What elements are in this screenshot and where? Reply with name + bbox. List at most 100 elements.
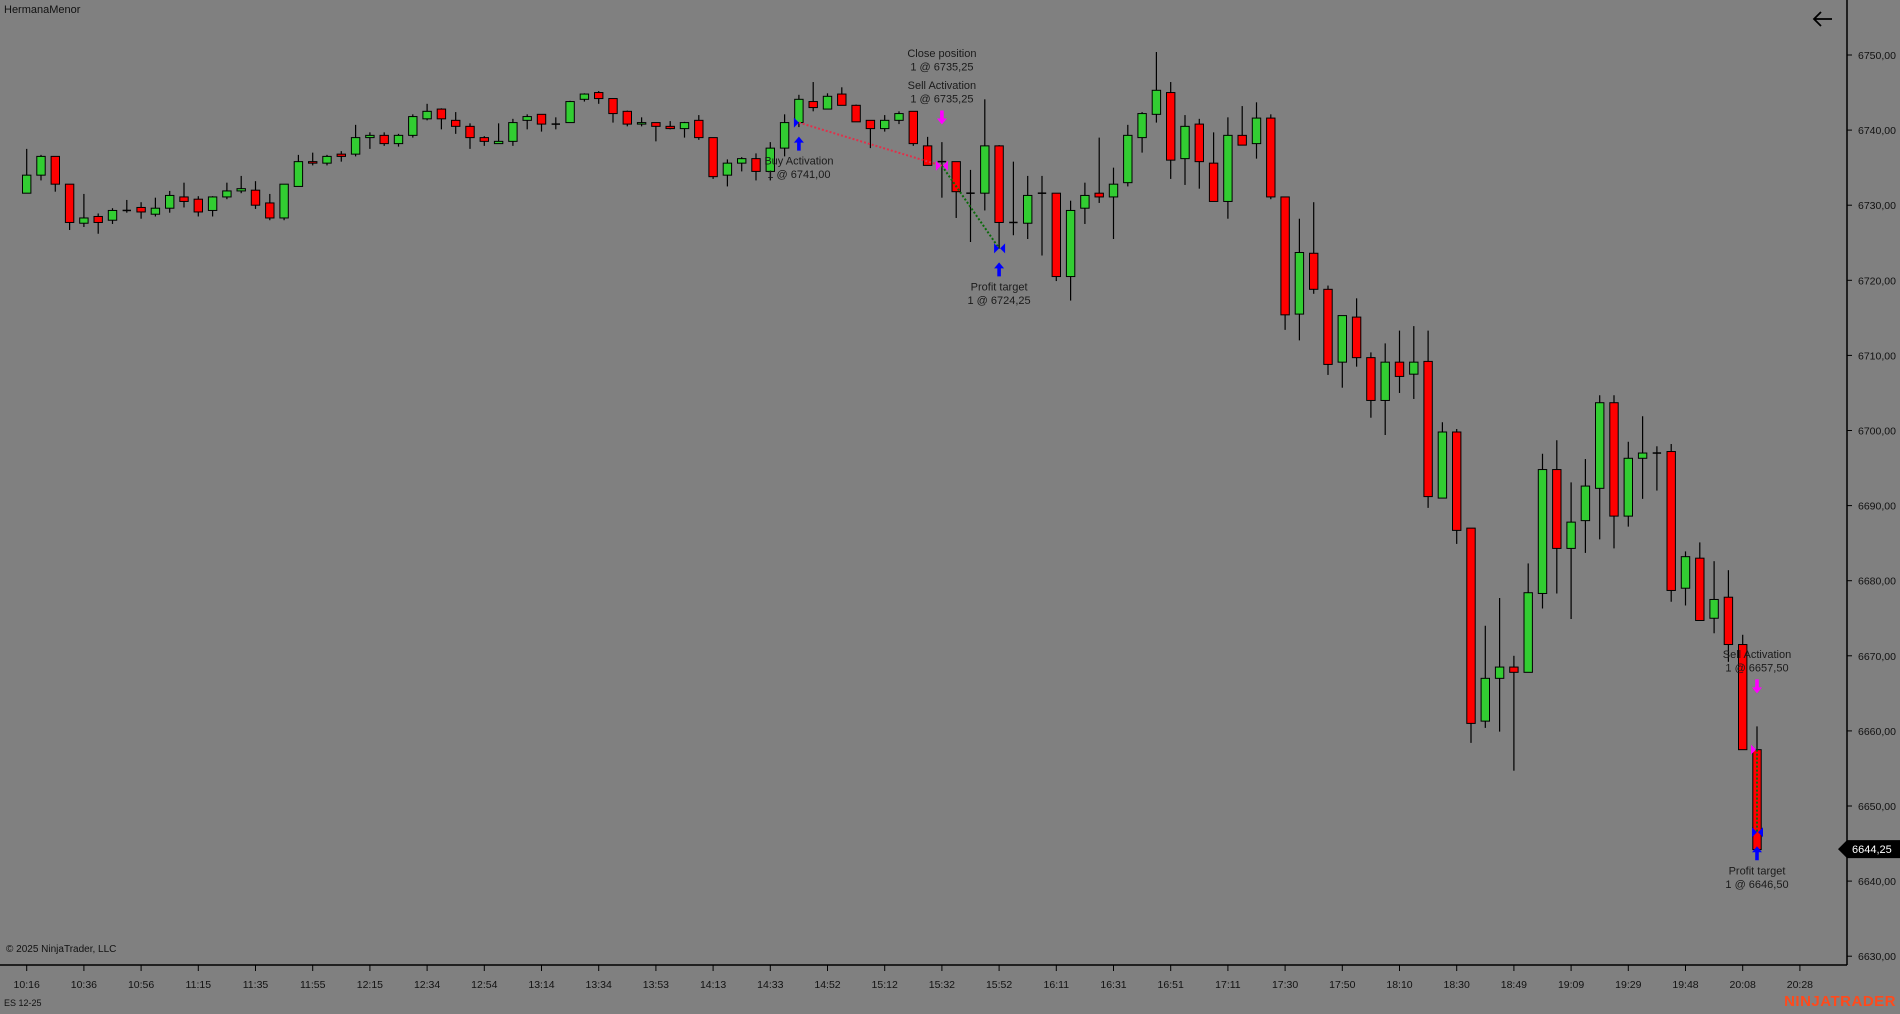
candle: [136, 202, 146, 219]
candle: [107, 208, 118, 224]
candle-body-down: [1466, 527, 1476, 724]
time-tick-label: 10:36: [71, 979, 97, 991]
candle: [765, 142, 775, 181]
candle-body-up: [207, 196, 218, 211]
arrow-left-icon: [1812, 11, 1832, 27]
candle-body-down: [379, 134, 389, 145]
candle: [737, 157, 747, 172]
candle: [1137, 112, 1147, 153]
candle-body-down: [193, 198, 204, 213]
candle-body-up: [737, 158, 747, 164]
candle: [1566, 482, 1576, 620]
candle-body-down: [265, 202, 275, 219]
candle: [880, 115, 890, 132]
candle: [1065, 200, 1076, 301]
candle: [250, 181, 261, 209]
candle-body-down: [1452, 431, 1462, 531]
execution-label: Profit target: [1729, 865, 1786, 877]
candle: [1637, 416, 1648, 499]
candle: [1151, 51, 1162, 123]
candle-body-up: [1108, 183, 1119, 198]
candle: [865, 119, 876, 149]
time-tick-label: 10:56: [128, 979, 154, 991]
candle: [236, 175, 246, 194]
time-tick-label: 13:14: [528, 979, 554, 991]
candle: [894, 111, 904, 125]
candle: [1752, 726, 1762, 858]
price-tick-label: 6700,00: [1858, 426, 1896, 438]
candle: [508, 118, 518, 146]
candle: [665, 121, 675, 130]
execution-buy: Profit target 1 @ 6724,25: [968, 243, 1031, 307]
candle-body-down: [465, 125, 475, 139]
candle: [708, 137, 718, 179]
candle: [1080, 182, 1090, 224]
candle-body-up: [1380, 361, 1390, 401]
time-tick-label: 14:13: [700, 979, 726, 991]
candle: [222, 182, 232, 200]
candle-body-up: [1537, 469, 1548, 594]
candle: [751, 153, 761, 181]
ninjatrader-logo: NINJATRADER: [1784, 993, 1896, 1010]
execution-label: 1 @ 6735,25: [910, 61, 973, 73]
sell-arrow-down-icon: [1752, 679, 1762, 694]
candle-body-down: [1051, 192, 1061, 278]
candle: [165, 190, 175, 213]
candle: [922, 136, 933, 166]
instrument-label: ES 12-25: [4, 998, 42, 1008]
candle: [551, 117, 560, 130]
buy-fill-triangle-icon: [1752, 827, 1757, 838]
candle-body-up: [322, 155, 332, 164]
candle-body-down: [1609, 402, 1619, 517]
candle-body-up: [1251, 117, 1262, 145]
buy-arrow-up-icon: [1752, 846, 1762, 861]
candle-body-down: [751, 158, 761, 172]
sell-fill-triangle-icon: [1751, 744, 1756, 755]
time-tick-label: 11:35: [243, 979, 269, 991]
candle: [93, 213, 103, 234]
back-button[interactable]: [1810, 8, 1836, 30]
price-tick-label: 6630,00: [1858, 951, 1896, 963]
candle-body-down: [908, 110, 918, 145]
candle: [493, 123, 504, 145]
candle: [1466, 527, 1476, 743]
candle-body-up: [1637, 452, 1648, 459]
candle-body-down: [1266, 117, 1276, 198]
trade-line-loss: [798, 121, 943, 167]
candle: [479, 136, 490, 146]
candle-body-down: [179, 196, 189, 202]
candle: [1123, 124, 1133, 187]
candle: [1480, 625, 1490, 728]
time-axis[interactable]: 10:16 10:36 10:56 11:15 11:35 11:55 12:15 12:34…: [14, 965, 1814, 991]
candle-body-down: [622, 110, 632, 125]
execution-label: Sell Activation: [1723, 649, 1791, 661]
candle: [1623, 441, 1633, 527]
candle-body-down: [922, 145, 933, 166]
execution-buy: Profit target 1 @ 6646,50: [1725, 827, 1789, 891]
candle: [1738, 634, 1748, 751]
time-tick-label: 14:52: [814, 979, 840, 991]
candle-body-down: [1280, 196, 1290, 316]
time-tick-label: 17:50: [1329, 979, 1355, 991]
candle: [1523, 563, 1533, 673]
candle: [1180, 115, 1190, 185]
candle-body-up: [350, 137, 361, 155]
time-tick-label: 15:12: [872, 979, 898, 991]
time-tick-label: 15:32: [929, 979, 955, 991]
candle-body-down: [1666, 451, 1676, 591]
candle: [265, 193, 275, 221]
candle: [1609, 395, 1619, 549]
candle: [1695, 542, 1705, 622]
price-axis[interactable]: 6750,00 6740,00 6730,00 6720,00 6710,00 6700,…: [1847, 50, 1896, 963]
candle-body-down: [93, 215, 103, 223]
time-tick-label: 18:49: [1501, 979, 1527, 991]
time-tick-label: 10:16: [14, 979, 40, 991]
candle: [1494, 597, 1505, 732]
candle: [1194, 118, 1204, 189]
candle-body-up: [1709, 598, 1719, 619]
candle: [1394, 330, 1405, 393]
candle: [594, 91, 604, 104]
candle: [465, 123, 475, 149]
